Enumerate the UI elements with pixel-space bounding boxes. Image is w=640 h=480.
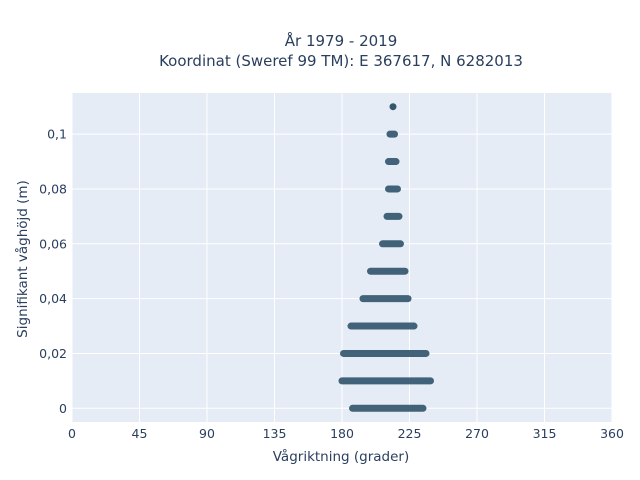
x-tick-label: 270	[465, 426, 489, 441]
tick-labels: 0 45 90 135 180 225 270 315 360 0 0,02 0,04 0,06 0,08…	[39, 127, 624, 441]
y-tick-label: 0,06	[39, 236, 67, 251]
x-tick-label: 45	[132, 426, 148, 441]
x-tick-label: 360	[600, 426, 624, 441]
y-tick-label: 0,1	[47, 127, 67, 142]
x-tick-label: 0	[68, 426, 76, 441]
y-tick-label: 0,04	[39, 291, 67, 306]
x-tick-label: 180	[330, 426, 354, 441]
y-axis-title: Signifikant våghöjd (m)	[14, 180, 31, 338]
y-tick-label: 0,08	[39, 181, 67, 196]
x-tick-label: 135	[263, 426, 287, 441]
y-tick-label: 0	[59, 401, 67, 416]
x-tick-label: 225	[398, 426, 422, 441]
x-axis-title: Vågriktning (grader)	[273, 448, 410, 465]
data-markers	[338, 103, 434, 412]
x-tick-label: 90	[199, 426, 215, 441]
chart-title-line-1: År 1979 - 2019	[285, 31, 398, 50]
chart-title-line-2: Koordinat (Sweref 99 TM): E 367617, N 62…	[159, 52, 523, 70]
y-tick-label: 0,02	[39, 346, 67, 361]
x-tick-label: 315	[533, 426, 557, 441]
data-point	[389, 103, 397, 111]
